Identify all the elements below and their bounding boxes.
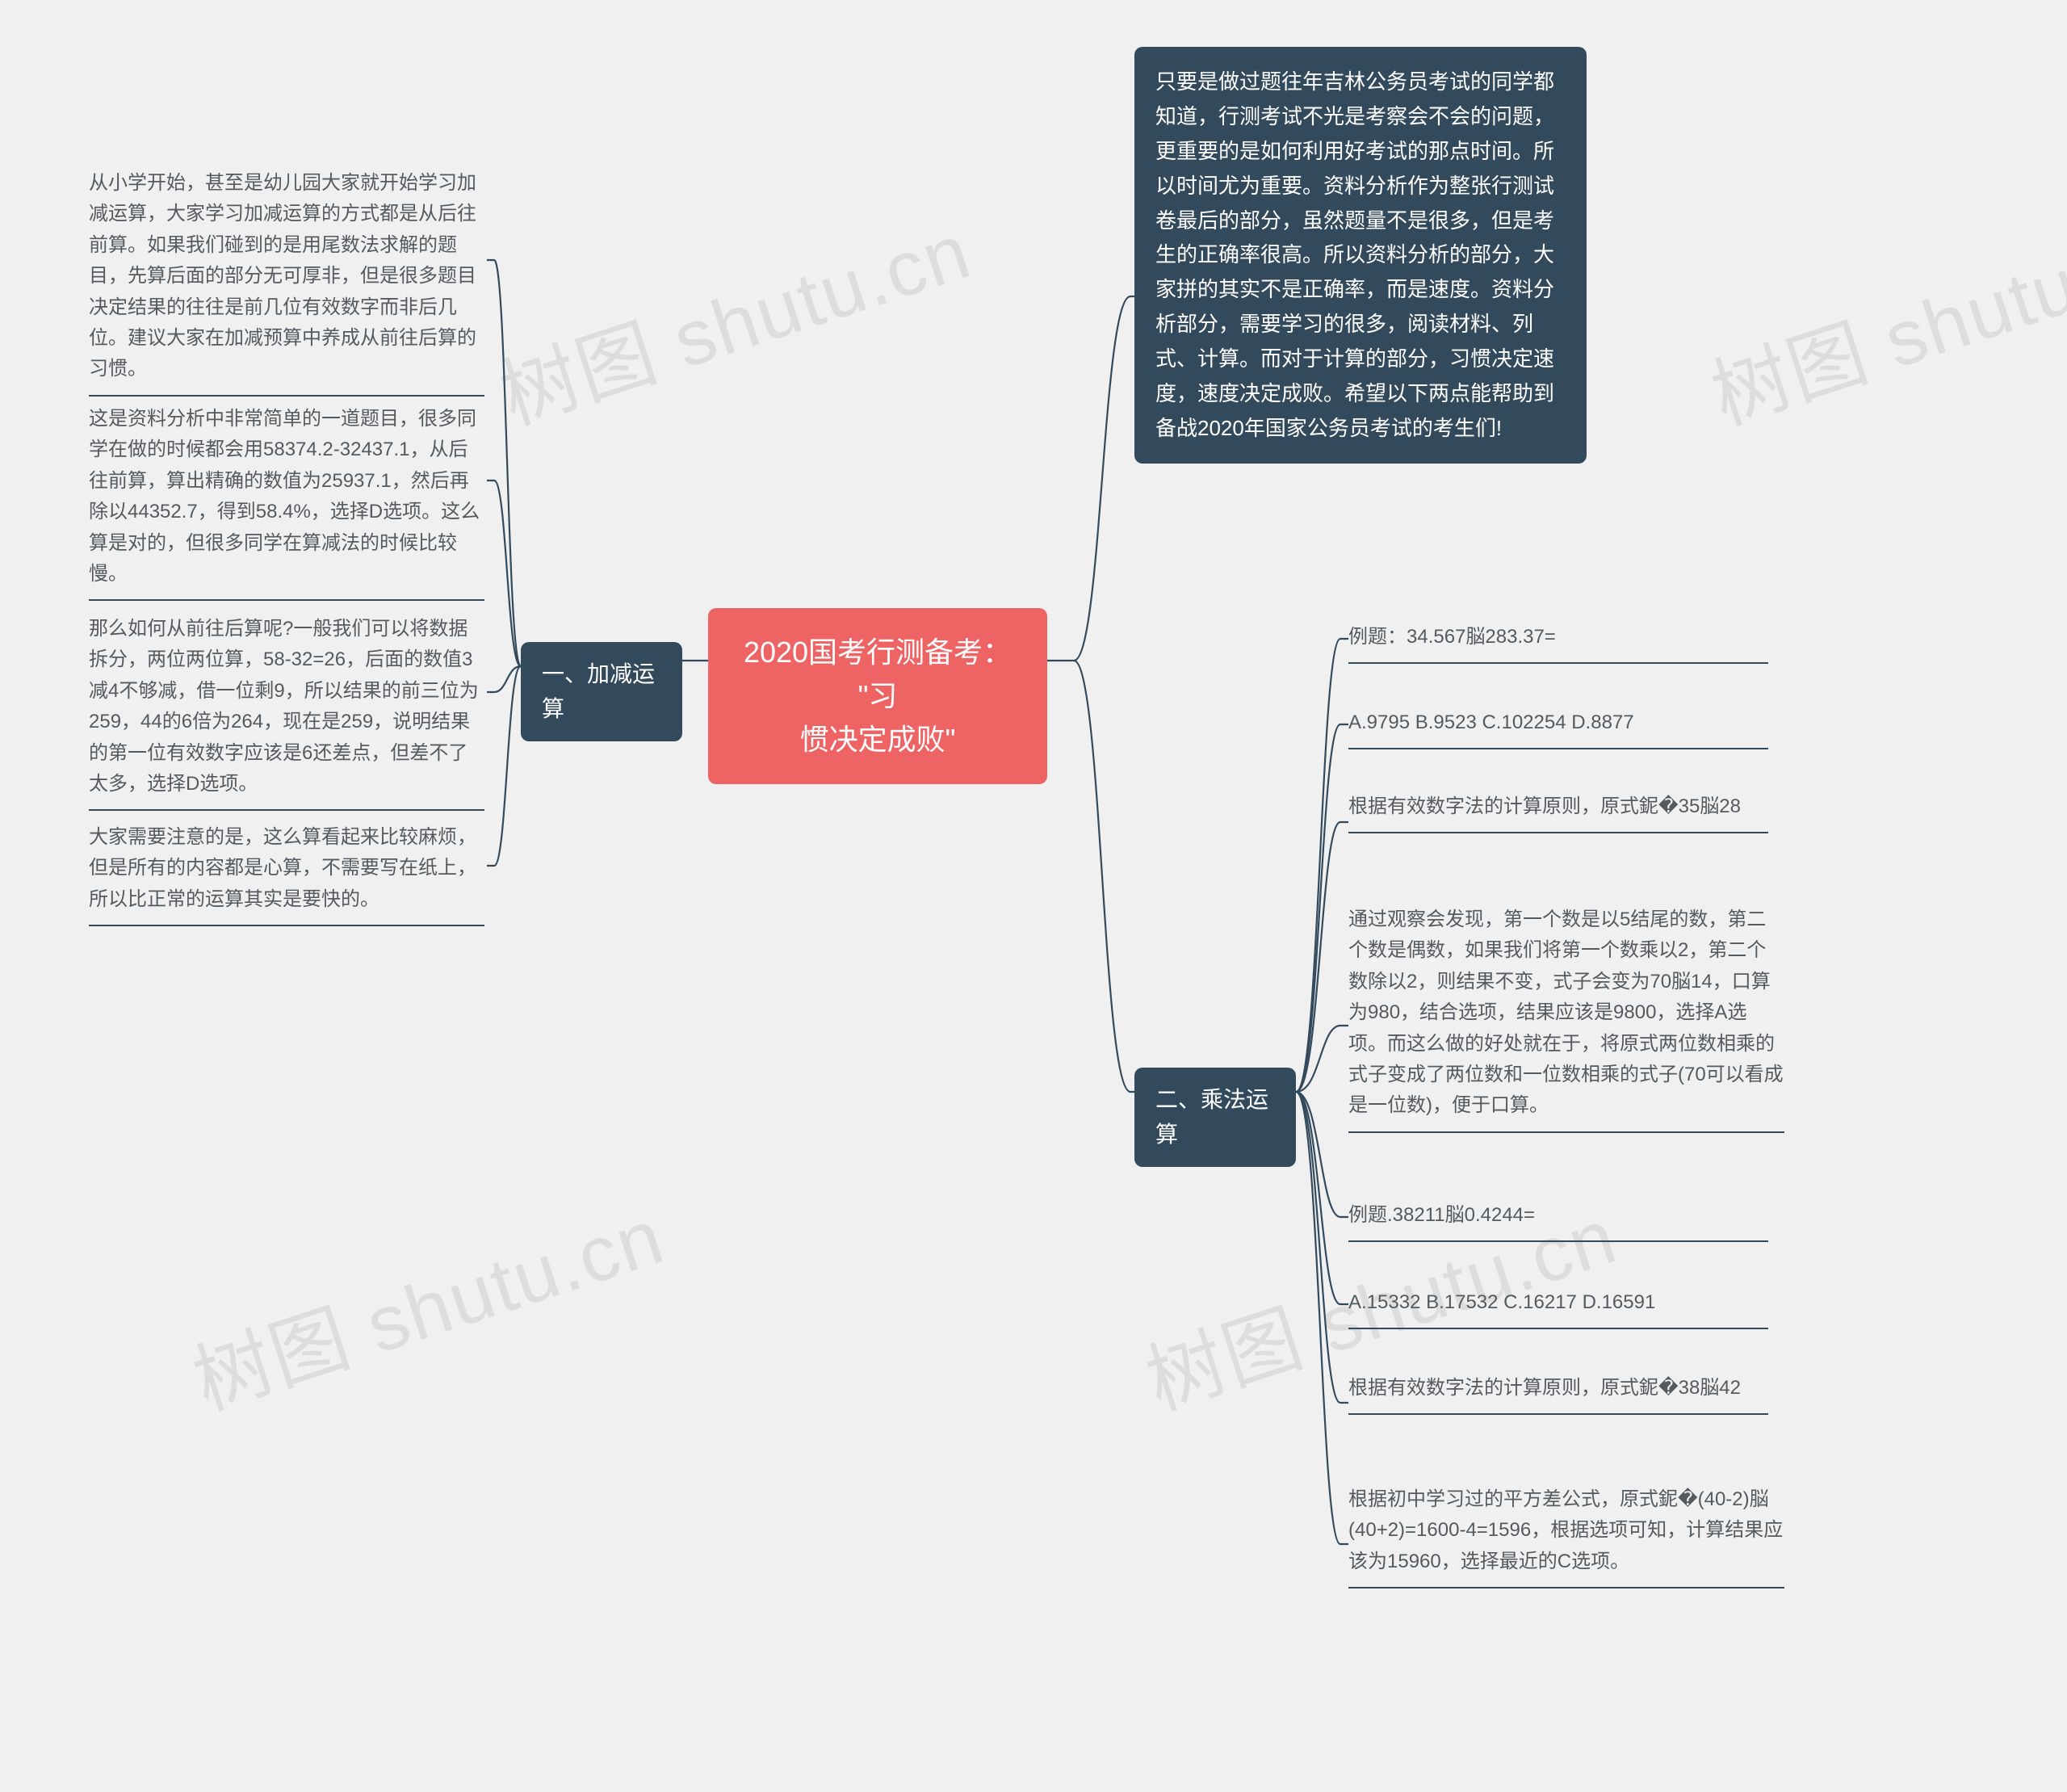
conn xyxy=(487,481,521,666)
root-node[interactable]: 2020国考行测备考： "习 惯决定成败" xyxy=(708,608,1047,784)
leaf-left-0[interactable]: 从小学开始，甚至是幼儿园大家就开始学习加减运算，大家学习加减运算的方式都是从后往… xyxy=(89,168,484,397)
intro-text: 只要是做过题往年吉林公务员考试的同学都知道，行测考试不光是考察会不会的问题，更重… xyxy=(1155,69,1554,440)
leaf-text: 那么如何从前往后算呢?一般我们可以将数据拆分，两位两位算，58-32=26，后面… xyxy=(89,618,479,795)
conn xyxy=(1296,1092,1348,1217)
leaf-right-3[interactable]: 通过观察会发现，第一个数是以5结尾的数，第二个数是偶数，如果我们将第一个数乘以2… xyxy=(1348,904,1784,1133)
watermark: 树图 shutu.cn xyxy=(178,1173,676,1431)
conn xyxy=(1296,724,1348,1092)
branch-left-label: 一、加减运算 xyxy=(542,661,655,721)
conn xyxy=(1296,1092,1348,1304)
leaf-text: 从小学开始，甚至是幼儿园大家就开始学习加减运算，大家学习加减运算的方式都是从后往… xyxy=(89,172,476,380)
conn xyxy=(1296,822,1348,1092)
mindmap-canvas: 树图 shutu.cn 树图 shutu.cn 树图 shutu.cn 树图 s… xyxy=(0,0,2067,1792)
branch-subtract-add[interactable]: 一、加减运算 xyxy=(521,642,682,741)
leaf-right-0[interactable]: 例题：34.567脳283.37= xyxy=(1348,622,1768,664)
leaf-text: A.9795 B.9523 C.102254 D.8877 xyxy=(1348,711,1634,733)
leaf-text: 例题.38211脳0.4244= xyxy=(1348,1204,1535,1226)
branch-multiply[interactable]: 二、乘法运算 xyxy=(1134,1068,1296,1167)
conn xyxy=(1074,296,1134,661)
leaf-text: 根据有效数字法的计算原则，原式鈮�35脳28 xyxy=(1348,795,1741,817)
conn xyxy=(487,666,521,866)
conn xyxy=(487,260,521,666)
leaf-left-1[interactable]: 这是资料分析中非常简单的一道题目，很多同学在做的时候都会用58374.2-324… xyxy=(89,404,484,601)
branch-right-label: 二、乘法运算 xyxy=(1155,1087,1268,1147)
leaf-right-4[interactable]: 例题.38211脳0.4244= xyxy=(1348,1200,1768,1242)
conn xyxy=(1296,1026,1348,1092)
conn xyxy=(487,666,521,692)
leaf-right-5[interactable]: A.15332 B.17532 C.16217 D.16591 xyxy=(1348,1287,1768,1329)
root-line2: 惯决定成败" xyxy=(731,718,1025,762)
root-line1: 2020国考行测备考： "习 xyxy=(731,631,1025,718)
leaf-right-1[interactable]: A.9795 B.9523 C.102254 D.8877 xyxy=(1348,707,1768,749)
leaf-text: 这是资料分析中非常简单的一道题目，很多同学在做的时候都会用58374.2-324… xyxy=(89,408,480,585)
conn xyxy=(1074,661,1134,1092)
conn xyxy=(1296,1092,1348,1403)
watermark: 树图 shutu.cn xyxy=(1696,188,2067,446)
leaf-text: 根据有效数字法的计算原则，原式鈮�38脳42 xyxy=(1348,1377,1741,1399)
leaf-text: 例题：34.567脳283.37= xyxy=(1348,626,1556,648)
leaf-text: A.15332 B.17532 C.16217 D.16591 xyxy=(1348,1291,1655,1313)
leaf-text: 通过观察会发现，第一个数是以5结尾的数，第二个数是偶数，如果我们将第一个数乘以2… xyxy=(1348,909,1784,1116)
conn xyxy=(1296,639,1348,1092)
leaf-left-3[interactable]: 大家需要注意的是，这么算看起来比较麻烦，但是所有的内容都是心算，不需要写在纸上，… xyxy=(89,822,484,926)
leaf-right-6[interactable]: 根据有效数字法的计算原则，原式鈮�38脳42 xyxy=(1348,1373,1768,1415)
leaf-text: 大家需要注意的是，这么算看起来比较麻烦，但是所有的内容都是心算，不需要写在纸上，… xyxy=(89,826,476,910)
leaf-text: 根据初中学习过的平方差公式，原式鈮�(40-2)脳(40+2)=1600-4=1… xyxy=(1348,1488,1783,1572)
leaf-right-7[interactable]: 根据初中学习过的平方差公式，原式鈮�(40-2)脳(40+2)=1600-4=1… xyxy=(1348,1484,1784,1588)
watermark: 树图 shutu.cn xyxy=(484,188,983,446)
leaf-right-2[interactable]: 根据有效数字法的计算原则，原式鈮�35脳28 xyxy=(1348,791,1768,833)
intro-node[interactable]: 只要是做过题往年吉林公务员考试的同学都知道，行测考试不光是考察会不会的问题，更重… xyxy=(1134,47,1587,464)
conn xyxy=(1296,1092,1348,1544)
leaf-left-2[interactable]: 那么如何从前往后算呢?一般我们可以将数据拆分，两位两位算，58-32=26，后面… xyxy=(89,614,484,811)
